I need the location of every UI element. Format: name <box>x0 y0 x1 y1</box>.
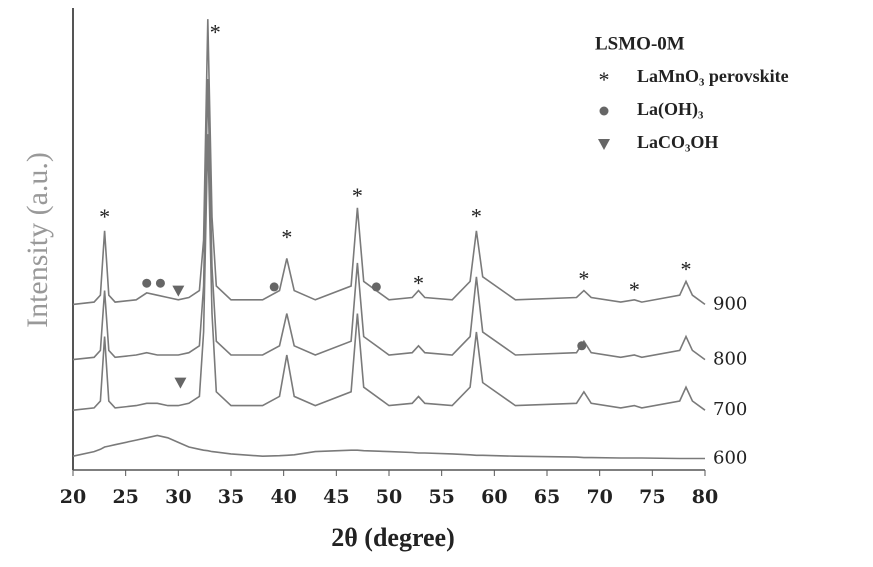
phase-marker <box>270 282 279 291</box>
phase-marker <box>600 107 609 116</box>
phase-marker <box>174 378 186 389</box>
x-tick-label: 80 <box>692 486 718 508</box>
curve-label: 800 <box>713 349 747 370</box>
phase-marker <box>598 139 610 150</box>
legend-label: LaMnO₃ perovskite <box>637 66 789 86</box>
curve-label: 900 <box>713 293 747 314</box>
phase-marker: * <box>413 270 424 295</box>
xrd-curve <box>73 436 705 459</box>
phase-marker: * <box>578 266 589 291</box>
x-tick-label: 20 <box>60 486 86 508</box>
phase-marker: * <box>99 204 110 229</box>
phase-marker <box>372 282 381 291</box>
xrd-curve <box>73 79 705 360</box>
x-tick-label: 75 <box>639 486 665 508</box>
x-tick-label: 25 <box>112 486 138 508</box>
xrd-curve <box>73 134 705 410</box>
phase-marker: * <box>281 224 292 249</box>
phase-marker <box>172 286 184 297</box>
phase-marker: * <box>352 183 363 208</box>
xrd-curve <box>73 19 705 304</box>
legend-label: LaCO₃OH <box>637 132 718 152</box>
x-tick-label: 55 <box>428 486 454 508</box>
x-tick-label: 30 <box>165 486 191 508</box>
x-axis-label: 2θ (degree) <box>331 523 455 552</box>
phase-marker <box>577 341 586 350</box>
curve-label: 700 <box>713 399 747 420</box>
legend-label: La(OH)₃ <box>637 99 704 120</box>
curve-label: 600 <box>713 448 747 469</box>
x-tick-label: 45 <box>323 486 349 508</box>
x-tick-label: 40 <box>270 486 296 508</box>
x-tick-label: 65 <box>534 486 560 508</box>
chart: Intensity (a.u.) 2θ (degree) LSMO-0M 20 2… <box>0 0 873 567</box>
phase-marker: * <box>471 204 482 229</box>
phase-marker <box>156 279 165 288</box>
x-tick-label: 70 <box>586 486 612 508</box>
legend-title: LSMO-0M <box>595 33 685 54</box>
y-axis-label: Intensity (a.u.) <box>21 152 54 328</box>
phase-marker <box>142 279 151 288</box>
phase-marker: * <box>599 67 610 92</box>
x-tick-label: 35 <box>218 486 244 508</box>
phase-marker: * <box>629 277 640 302</box>
phase-marker: * <box>210 19 221 44</box>
x-tick-label: 50 <box>376 486 402 508</box>
x-tick-label: 60 <box>481 486 507 508</box>
phase-marker: * <box>681 257 692 282</box>
